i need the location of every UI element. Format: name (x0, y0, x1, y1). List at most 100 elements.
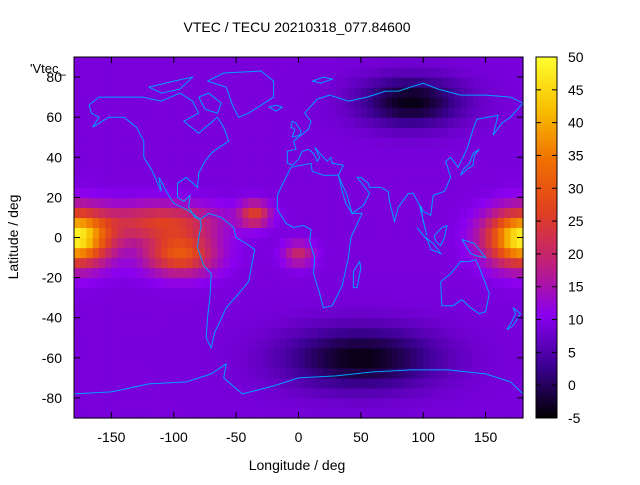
heatmap-cell (491, 177, 499, 188)
heatmap-cell (117, 207, 125, 219)
heatmap-cell (423, 177, 431, 188)
heatmap-cell (92, 307, 100, 319)
coast-baffin (198, 92, 222, 114)
heatmap-cell (279, 87, 287, 98)
heatmap-cell (304, 197, 312, 209)
heatmap-cell (80, 337, 88, 349)
heatmap-cell (248, 127, 256, 138)
heatmap-cell (204, 287, 212, 299)
heatmap-cell (167, 267, 175, 279)
heatmap-cell (80, 67, 88, 78)
heatmap-cell (342, 317, 349, 329)
heatmap-cell (130, 67, 137, 78)
heatmap-cell (254, 267, 262, 279)
heatmap-cell (367, 237, 374, 249)
heatmap-cell (416, 217, 424, 229)
heatmap-cell (379, 207, 387, 219)
heatmap-cell (105, 187, 113, 198)
heatmap-cell (410, 57, 418, 68)
heatmap-cell (373, 367, 381, 379)
heatmap-cell (367, 157, 374, 168)
heatmap-cell (348, 147, 356, 158)
heatmap-cell (242, 397, 250, 409)
heatmap-cell (398, 127, 406, 138)
heatmap-cell (217, 207, 225, 219)
heatmap-cell (498, 337, 505, 349)
heatmap-cell (148, 267, 156, 279)
heatmap-cell (385, 327, 393, 339)
heatmap-cell (485, 357, 493, 369)
heatmap-cell (98, 207, 106, 219)
heatmap-cell (80, 367, 88, 379)
heatmap-cell (398, 267, 406, 279)
heatmap-cell (192, 327, 200, 339)
heatmap-cell (392, 87, 399, 98)
heatmap-cell (223, 207, 231, 219)
heatmap-cell (173, 237, 181, 249)
heatmap-cell (80, 317, 88, 329)
heatmap-cell (329, 247, 337, 259)
heatmap-cell (448, 367, 456, 379)
heatmap-cell (155, 237, 162, 249)
heatmap-cell (423, 257, 431, 269)
heatmap-cell (111, 257, 119, 269)
heatmap-cell (441, 287, 449, 299)
heatmap-cell (74, 297, 81, 309)
heatmap-cell (479, 267, 487, 279)
heatmap-cell (229, 357, 237, 369)
heatmap-cell (448, 197, 456, 209)
heatmap-cell (186, 257, 194, 269)
heatmap-cell (329, 307, 337, 319)
heatmap-cell (229, 187, 237, 198)
heatmap-cell (136, 297, 144, 309)
heatmap-cell (479, 317, 487, 329)
heatmap-cell (479, 337, 487, 349)
heatmap-cell (111, 307, 119, 319)
heatmap-cell (298, 407, 306, 419)
heatmap-cell (498, 307, 505, 319)
heatmap-cell (466, 227, 474, 239)
heatmap-cell (423, 87, 431, 98)
heatmap-cell (385, 157, 393, 168)
heatmap-cell (217, 167, 225, 178)
heatmap-cell (261, 127, 268, 138)
heatmap-cell (317, 167, 325, 178)
heatmap-cell (510, 307, 518, 319)
heatmap-cell (186, 57, 194, 68)
heatmap-cell (504, 207, 512, 219)
heatmap-cell (273, 267, 281, 279)
heatmap-cell (460, 137, 468, 148)
heatmap-cell (398, 347, 406, 359)
heatmap-cell (398, 147, 406, 158)
heatmap-cell (491, 367, 499, 379)
heatmap-cell (304, 267, 312, 279)
heatmap-cell (323, 177, 331, 188)
heatmap-cell (473, 77, 480, 88)
heatmap-cell (335, 357, 343, 369)
heatmap-cell (242, 357, 250, 369)
heatmap-cell (348, 387, 356, 399)
heatmap-cell (423, 137, 431, 148)
heatmap-cell (111, 157, 119, 168)
heatmap-cell (130, 87, 137, 98)
heatmap-cell (223, 337, 231, 349)
heatmap-cell (161, 387, 169, 399)
heatmap-cell (429, 307, 437, 319)
x-tick-label: 50 (353, 429, 369, 445)
heatmap-cell (161, 297, 169, 309)
heatmap-cell (491, 147, 499, 158)
heatmap-cell (491, 357, 499, 369)
heatmap-cell (111, 67, 119, 78)
heatmap-cell (286, 107, 293, 118)
heatmap-cell (323, 287, 331, 299)
heatmap-cell (510, 367, 518, 379)
heatmap-cell (161, 67, 169, 78)
heatmap-cell (236, 87, 243, 98)
heatmap-cell (398, 407, 406, 419)
heatmap-cell (516, 67, 524, 78)
heatmap-cell (136, 377, 144, 389)
heatmap-cell (342, 147, 349, 158)
heatmap-cell (86, 157, 94, 168)
heatmap-cell (273, 227, 281, 239)
heatmap-cell (485, 227, 493, 239)
